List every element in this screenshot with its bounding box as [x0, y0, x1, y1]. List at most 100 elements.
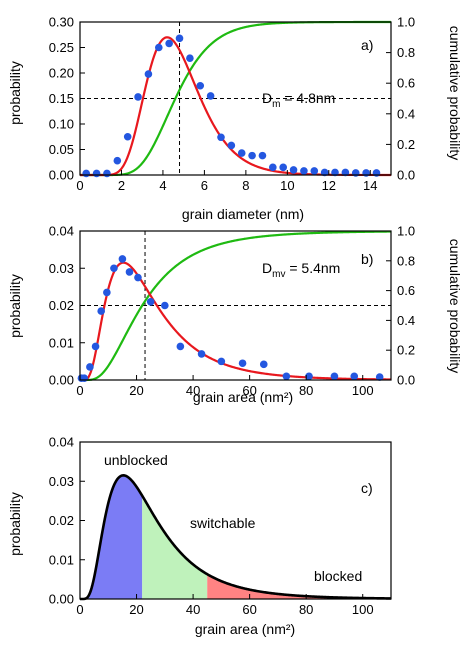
panel-b-annotation-rest: = 5.4nm: [285, 260, 340, 276]
panel-b-y-tick-label: 0.01: [49, 335, 74, 350]
panel-a-x-tick-label: 4: [159, 178, 166, 193]
panel-b-y2-tick-label: 0.8: [397, 253, 415, 268]
panel-a-ticks-layer: 0 2 4 6 8 10 12 14 0.00 0.05 0.10 0.15 0.20 0.25 0.30 0…: [49, 15, 415, 194]
panel-b-x-tick-label: 60: [242, 383, 256, 398]
panel-a-data-point: [362, 169, 370, 177]
panel-a-xlabel: grain diameter (nm): [182, 206, 304, 222]
panel-c-y-tick-label: 0.00: [49, 592, 74, 607]
panel-a-grid: [80, 22, 391, 175]
panel-a-data-point: [165, 39, 173, 48]
panel-b-data-point: [125, 268, 134, 276]
panel-a-data-point: [269, 163, 277, 172]
panel-a-data-point: [300, 167, 308, 175]
panel-c: 0 20 40 60 80 100 0.00 0.01 0.02 0.03 0.04 probabi…: [7, 435, 392, 637]
panel-a-data-point: [206, 92, 215, 100]
panel-b-x-tick-label: 20: [129, 383, 143, 398]
panel-b-y2-tick-label: 0.2: [397, 343, 415, 358]
panel-b-data-point: [118, 255, 127, 263]
panel-b-data-point: [80, 374, 89, 382]
panel-c-y-tick-label: 0.03: [49, 474, 74, 489]
region-label-switchable: switchable: [190, 515, 256, 531]
panel-b-y2label: cumulative probability: [447, 239, 463, 374]
panel-a-data-point: [144, 70, 153, 78]
panel-b-data-point: [217, 357, 226, 366]
panel-a-x-tick-label: 14: [363, 178, 377, 193]
panel-a-data-point: [227, 141, 236, 150]
panel-a-data-point: [175, 34, 184, 43]
panel-c-x-tick-label: 60: [242, 602, 256, 617]
panel-a-data-point: [248, 151, 256, 160]
panel-b-y-tick-label: 0.04: [49, 224, 74, 239]
region-label-unblocked: unblocked: [104, 452, 168, 468]
panel-c-x-tick-label: 80: [299, 602, 313, 617]
panel-b-x-tick-label: 100: [352, 383, 374, 398]
panel-b-ylabel: probability: [7, 274, 23, 338]
panel-a-x-tick-label: 10: [280, 178, 294, 193]
panel-a-label: a): [361, 37, 373, 53]
panel-a-y-tick-label: 0.05: [49, 142, 74, 157]
panel-a-x-tick-label: 12: [322, 178, 336, 193]
panel-a-data-point: [154, 43, 163, 52]
panel-a-data-point: [186, 54, 194, 63]
panel-c-label: c): [361, 480, 373, 496]
panel-b-xlabel: grain area (nm²): [193, 389, 293, 405]
panel-b-y2-tick-label: 0.4: [397, 313, 415, 328]
panel-a-data-point: [289, 166, 298, 174]
panel-b: 0 20 40 60 80 100 0.00 0.01 0.02 0.03 0.04 0.0 0.2 0.…: [7, 224, 463, 406]
panel-b-annotation-main: D: [262, 260, 272, 276]
panel-b-data-point: [305, 372, 313, 381]
panel-a-y-tick-label: 0.30: [49, 15, 74, 30]
panel-b-x-tick-label: 40: [186, 383, 200, 398]
panel-a-data-point: [92, 169, 101, 178]
panel-b-y-tick-label: 0.02: [49, 298, 74, 313]
panel-a-y2-tick-label: 0.6: [397, 76, 415, 91]
panel-a-data-point: [82, 169, 91, 178]
region-blocked: [207, 574, 391, 599]
panel-b-data-point: [146, 297, 155, 306]
panel-b-grid: [80, 231, 391, 380]
panel-a-y-tick-label: 0.15: [49, 91, 74, 106]
panel-b-data-point: [91, 342, 100, 351]
panel-a-data-point: [237, 149, 246, 157]
panel-a-y-tick-label: 0.00: [49, 168, 74, 183]
panel-b-data-point: [161, 301, 169, 310]
panel-b-data-point: [86, 363, 94, 371]
panel-b-data-point: [350, 372, 359, 381]
panel-c-y-tick-label: 0.01: [49, 552, 74, 567]
panel-a-data-point: [341, 168, 350, 177]
panel-a-x-tick-label: 6: [201, 178, 208, 193]
panel-a-y-tick-label: 0.20: [49, 66, 74, 81]
panel-a-data-point: [113, 156, 122, 165]
panel-c-x-tick-label: 0: [76, 602, 83, 617]
panel-a-data-point: [103, 169, 111, 178]
panel-c-ylabel: probability: [7, 492, 23, 556]
panel-b-cumulative-curve: [80, 230, 392, 382]
panel-a-data-point: [320, 168, 329, 177]
panel-b-label: b): [361, 251, 373, 267]
panel-a-data-point: [217, 133, 225, 142]
panel-a-x-tick-label: 8: [242, 178, 249, 193]
region-unblocked: [80, 475, 143, 599]
panel-a-fit-curve: [80, 36, 391, 177]
region-label-blocked: blocked: [314, 568, 362, 584]
panel-a-annotation-main: D: [262, 90, 272, 106]
panel-b-data-point: [238, 359, 247, 368]
panel-a-data-point: [123, 132, 132, 141]
panel-a-y-tick-label: 0.10: [49, 117, 74, 132]
panel-c-x-tick-label: 100: [352, 602, 374, 617]
panel-a-y2-tick-label: 0.2: [397, 137, 415, 152]
panel-a-data-point: [258, 151, 267, 160]
panel-c-y-tick-label: 0.04: [49, 435, 74, 450]
panel-a-x-tick-label: 0: [76, 178, 83, 193]
panel-b-y-tick-label: 0.03: [49, 261, 74, 276]
panel-a-points-layer: [82, 34, 381, 178]
panel-c-xlabel: grain area (nm²): [195, 621, 295, 637]
panel-a-ylabel: probability: [7, 61, 23, 125]
panel-c-y-tick-label: 0.02: [49, 513, 74, 528]
panel-a-y2-tick-label: 0.4: [397, 106, 415, 121]
panel-b-data-point: [176, 342, 185, 351]
panel-b-ticks-layer: 0 20 40 60 80 100 0.00 0.01 0.02 0.03 0.04 0.0 0.2 0.…: [49, 224, 415, 399]
panel-a-y2-tick-label: 0.0: [397, 168, 415, 183]
panel-b-points-layer: [77, 255, 384, 382]
